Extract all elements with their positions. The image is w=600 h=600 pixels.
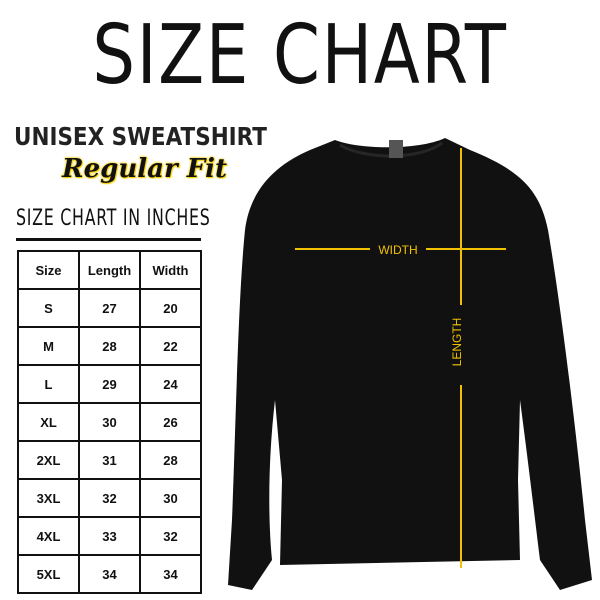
table-row: 5XL 34 34 (17, 554, 202, 594)
table-cell: 34 (139, 554, 202, 594)
fit-label: Regular Fit (62, 154, 228, 184)
table-cell: 28 (78, 326, 141, 366)
table-row: 3XL 32 30 (17, 478, 202, 518)
table-row: 2XL 31 28 (17, 440, 202, 480)
table-cell: 5XL (17, 554, 80, 594)
table-cell: 28 (139, 440, 202, 480)
table-cell: 30 (139, 478, 202, 518)
table-row: L 29 24 (17, 364, 202, 404)
table-cell: 27 (78, 288, 141, 328)
table-cell: L (17, 364, 80, 404)
table-row: 4XL 33 32 (17, 516, 202, 556)
table-cell: 2XL (17, 440, 80, 480)
width-label: WIDTH (378, 243, 417, 257)
table-cell: 26 (139, 402, 202, 442)
sweatshirt-body (228, 138, 592, 590)
table-cell: M (17, 326, 80, 366)
table-cell: 34 (78, 554, 141, 594)
table-cell: 32 (139, 516, 202, 556)
chart-heading: SIZE CHART IN INCHES (16, 206, 211, 231)
header-cell: Size (17, 250, 80, 290)
table-cell: S (17, 288, 80, 328)
product-name: UNISEX SWEATSHIRT (14, 122, 267, 151)
table-cell: 30 (78, 402, 141, 442)
table-cell: 4XL (17, 516, 80, 556)
table-cell: 24 (139, 364, 202, 404)
page-title: SIZE CHART (92, 8, 508, 103)
header-cell: Length (78, 250, 141, 290)
tag (389, 140, 403, 158)
header-cell: Width (139, 250, 202, 290)
table-row: M 28 22 (17, 326, 202, 366)
table-cell: 29 (78, 364, 141, 404)
table-row: S 27 20 (17, 288, 202, 328)
heading-underline (16, 238, 201, 241)
table-cell: 20 (139, 288, 202, 328)
table-cell: 32 (78, 478, 141, 518)
length-label: LENGTH (450, 318, 464, 367)
table-cell: 22 (139, 326, 202, 366)
table-cell: XL (17, 402, 80, 442)
table-row: XL 30 26 (17, 402, 202, 442)
table-cell: 33 (78, 516, 141, 556)
table-header-row: Size Length Width (17, 250, 202, 290)
table-cell: 31 (78, 440, 141, 480)
size-table: Size Length Width S 27 20 M 28 22 L 29 24 XL 30 26 2… (17, 250, 202, 594)
table-cell: 3XL (17, 478, 80, 518)
